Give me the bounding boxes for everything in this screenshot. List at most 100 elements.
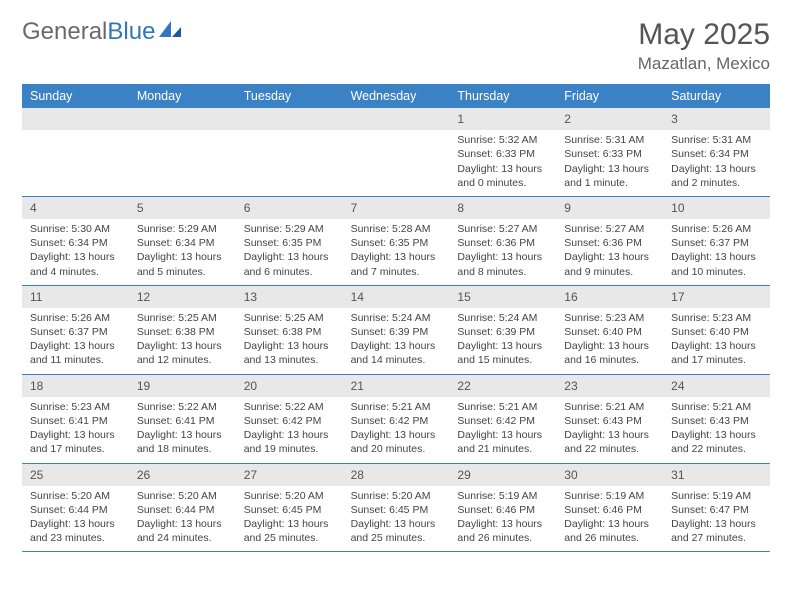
day-number: 14: [343, 286, 450, 308]
day-number: 20: [236, 375, 343, 397]
calendar-cell: 4Sunrise: 5:30 AMSunset: 6:34 PMDaylight…: [22, 197, 129, 286]
day-details: Sunrise: 5:31 AMSunset: 6:33 PMDaylight:…: [556, 130, 663, 196]
day-details: Sunrise: 5:19 AMSunset: 6:46 PMDaylight:…: [556, 486, 663, 552]
day-details: Sunrise: 5:25 AMSunset: 6:38 PMDaylight:…: [236, 308, 343, 374]
calendar-cell: 27Sunrise: 5:20 AMSunset: 6:45 PMDayligh…: [236, 464, 343, 553]
calendar-cell: 7Sunrise: 5:28 AMSunset: 6:35 PMDaylight…: [343, 197, 450, 286]
calendar-cell: 25Sunrise: 5:20 AMSunset: 6:44 PMDayligh…: [22, 464, 129, 553]
calendar-cell: [236, 108, 343, 197]
day-details: Sunrise: 5:28 AMSunset: 6:35 PMDaylight:…: [343, 219, 450, 285]
calendar-cell: 5Sunrise: 5:29 AMSunset: 6:34 PMDaylight…: [129, 197, 236, 286]
day-number: 23: [556, 375, 663, 397]
day-details: Sunrise: 5:22 AMSunset: 6:42 PMDaylight:…: [236, 397, 343, 463]
day-number: 7: [343, 197, 450, 219]
calendar-cell: 22Sunrise: 5:21 AMSunset: 6:42 PMDayligh…: [449, 375, 556, 464]
weekday-header: Friday: [556, 84, 663, 108]
calendar-cell: 31Sunrise: 5:19 AMSunset: 6:47 PMDayligh…: [663, 464, 770, 553]
weekday-header: Saturday: [663, 84, 770, 108]
day-number: 24: [663, 375, 770, 397]
logo-sail-icon: [157, 18, 183, 46]
day-number: 8: [449, 197, 556, 219]
month-title: May 2025: [638, 18, 770, 52]
day-number: 21: [343, 375, 450, 397]
day-details: Sunrise: 5:29 AMSunset: 6:34 PMDaylight:…: [129, 219, 236, 285]
title-block: May 2025 Mazatlan, Mexico: [638, 18, 770, 74]
day-number: 9: [556, 197, 663, 219]
day-details: Sunrise: 5:21 AMSunset: 6:42 PMDaylight:…: [449, 397, 556, 463]
day-details: Sunrise: 5:26 AMSunset: 6:37 PMDaylight:…: [22, 308, 129, 374]
day-details: Sunrise: 5:20 AMSunset: 6:45 PMDaylight:…: [343, 486, 450, 552]
day-number: 29: [449, 464, 556, 486]
calendar-cell: [129, 108, 236, 197]
day-number: 6: [236, 197, 343, 219]
calendar-cell: 15Sunrise: 5:24 AMSunset: 6:39 PMDayligh…: [449, 286, 556, 375]
calendar-cell: 13Sunrise: 5:25 AMSunset: 6:38 PMDayligh…: [236, 286, 343, 375]
day-number: 26: [129, 464, 236, 486]
day-number: 19: [129, 375, 236, 397]
calendar-cell: 3Sunrise: 5:31 AMSunset: 6:34 PMDaylight…: [663, 108, 770, 197]
calendar-cell: 16Sunrise: 5:23 AMSunset: 6:40 PMDayligh…: [556, 286, 663, 375]
calendar-cell: 30Sunrise: 5:19 AMSunset: 6:46 PMDayligh…: [556, 464, 663, 553]
day-details: Sunrise: 5:31 AMSunset: 6:34 PMDaylight:…: [663, 130, 770, 196]
day-number: 11: [22, 286, 129, 308]
day-details: Sunrise: 5:20 AMSunset: 6:44 PMDaylight:…: [22, 486, 129, 552]
calendar-cell: 1Sunrise: 5:32 AMSunset: 6:33 PMDaylight…: [449, 108, 556, 197]
day-number: 15: [449, 286, 556, 308]
day-details: Sunrise: 5:24 AMSunset: 6:39 PMDaylight:…: [449, 308, 556, 374]
weekday-header: Thursday: [449, 84, 556, 108]
day-number: 27: [236, 464, 343, 486]
calendar-cell: 11Sunrise: 5:26 AMSunset: 6:37 PMDayligh…: [22, 286, 129, 375]
weekday-header: Tuesday: [236, 84, 343, 108]
calendar-cell: 19Sunrise: 5:22 AMSunset: 6:41 PMDayligh…: [129, 375, 236, 464]
calendar-cell: 14Sunrise: 5:24 AMSunset: 6:39 PMDayligh…: [343, 286, 450, 375]
calendar-cell: 24Sunrise: 5:21 AMSunset: 6:43 PMDayligh…: [663, 375, 770, 464]
day-details: Sunrise: 5:25 AMSunset: 6:38 PMDaylight:…: [129, 308, 236, 374]
day-details: Sunrise: 5:29 AMSunset: 6:35 PMDaylight:…: [236, 219, 343, 285]
day-number: 2: [556, 108, 663, 130]
day-number: [343, 108, 450, 130]
day-details: Sunrise: 5:32 AMSunset: 6:33 PMDaylight:…: [449, 130, 556, 196]
logo-text-1: General: [22, 18, 107, 46]
day-number: 4: [22, 197, 129, 219]
day-number: 3: [663, 108, 770, 130]
calendar-cell: 28Sunrise: 5:20 AMSunset: 6:45 PMDayligh…: [343, 464, 450, 553]
day-details: Sunrise: 5:19 AMSunset: 6:46 PMDaylight:…: [449, 486, 556, 552]
calendar-cell: 12Sunrise: 5:25 AMSunset: 6:38 PMDayligh…: [129, 286, 236, 375]
calendar-header-row: SundayMondayTuesdayWednesdayThursdayFrid…: [22, 84, 770, 108]
calendar-cell: 6Sunrise: 5:29 AMSunset: 6:35 PMDaylight…: [236, 197, 343, 286]
calendar-cell: 23Sunrise: 5:21 AMSunset: 6:43 PMDayligh…: [556, 375, 663, 464]
calendar-cell: [22, 108, 129, 197]
calendar-cell: 21Sunrise: 5:21 AMSunset: 6:42 PMDayligh…: [343, 375, 450, 464]
weekday-header: Wednesday: [343, 84, 450, 108]
day-details: Sunrise: 5:20 AMSunset: 6:45 PMDaylight:…: [236, 486, 343, 552]
calendar-cell: 17Sunrise: 5:23 AMSunset: 6:40 PMDayligh…: [663, 286, 770, 375]
header: GeneralBlue May 2025 Mazatlan, Mexico: [22, 18, 770, 74]
day-number: 25: [22, 464, 129, 486]
logo: GeneralBlue: [22, 18, 183, 46]
day-details: Sunrise: 5:21 AMSunset: 6:43 PMDaylight:…: [556, 397, 663, 463]
weekday-header: Monday: [129, 84, 236, 108]
day-details: Sunrise: 5:30 AMSunset: 6:34 PMDaylight:…: [22, 219, 129, 285]
day-details: Sunrise: 5:20 AMSunset: 6:44 PMDaylight:…: [129, 486, 236, 552]
day-details: Sunrise: 5:19 AMSunset: 6:47 PMDaylight:…: [663, 486, 770, 552]
day-number: 5: [129, 197, 236, 219]
day-details: Sunrise: 5:27 AMSunset: 6:36 PMDaylight:…: [449, 219, 556, 285]
day-number: [236, 108, 343, 130]
calendar-cell: 10Sunrise: 5:26 AMSunset: 6:37 PMDayligh…: [663, 197, 770, 286]
day-number: 30: [556, 464, 663, 486]
calendar-cell: 26Sunrise: 5:20 AMSunset: 6:44 PMDayligh…: [129, 464, 236, 553]
calendar-cell: 9Sunrise: 5:27 AMSunset: 6:36 PMDaylight…: [556, 197, 663, 286]
day-number: 10: [663, 197, 770, 219]
day-details: Sunrise: 5:26 AMSunset: 6:37 PMDaylight:…: [663, 219, 770, 285]
calendar-cell: 8Sunrise: 5:27 AMSunset: 6:36 PMDaylight…: [449, 197, 556, 286]
day-details: Sunrise: 5:22 AMSunset: 6:41 PMDaylight:…: [129, 397, 236, 463]
day-number: 28: [343, 464, 450, 486]
weekday-header: Sunday: [22, 84, 129, 108]
day-number: 12: [129, 286, 236, 308]
day-number: [22, 108, 129, 130]
day-number: 18: [22, 375, 129, 397]
calendar-cell: 18Sunrise: 5:23 AMSunset: 6:41 PMDayligh…: [22, 375, 129, 464]
location: Mazatlan, Mexico: [638, 54, 770, 74]
day-details: Sunrise: 5:23 AMSunset: 6:41 PMDaylight:…: [22, 397, 129, 463]
day-details: Sunrise: 5:24 AMSunset: 6:39 PMDaylight:…: [343, 308, 450, 374]
